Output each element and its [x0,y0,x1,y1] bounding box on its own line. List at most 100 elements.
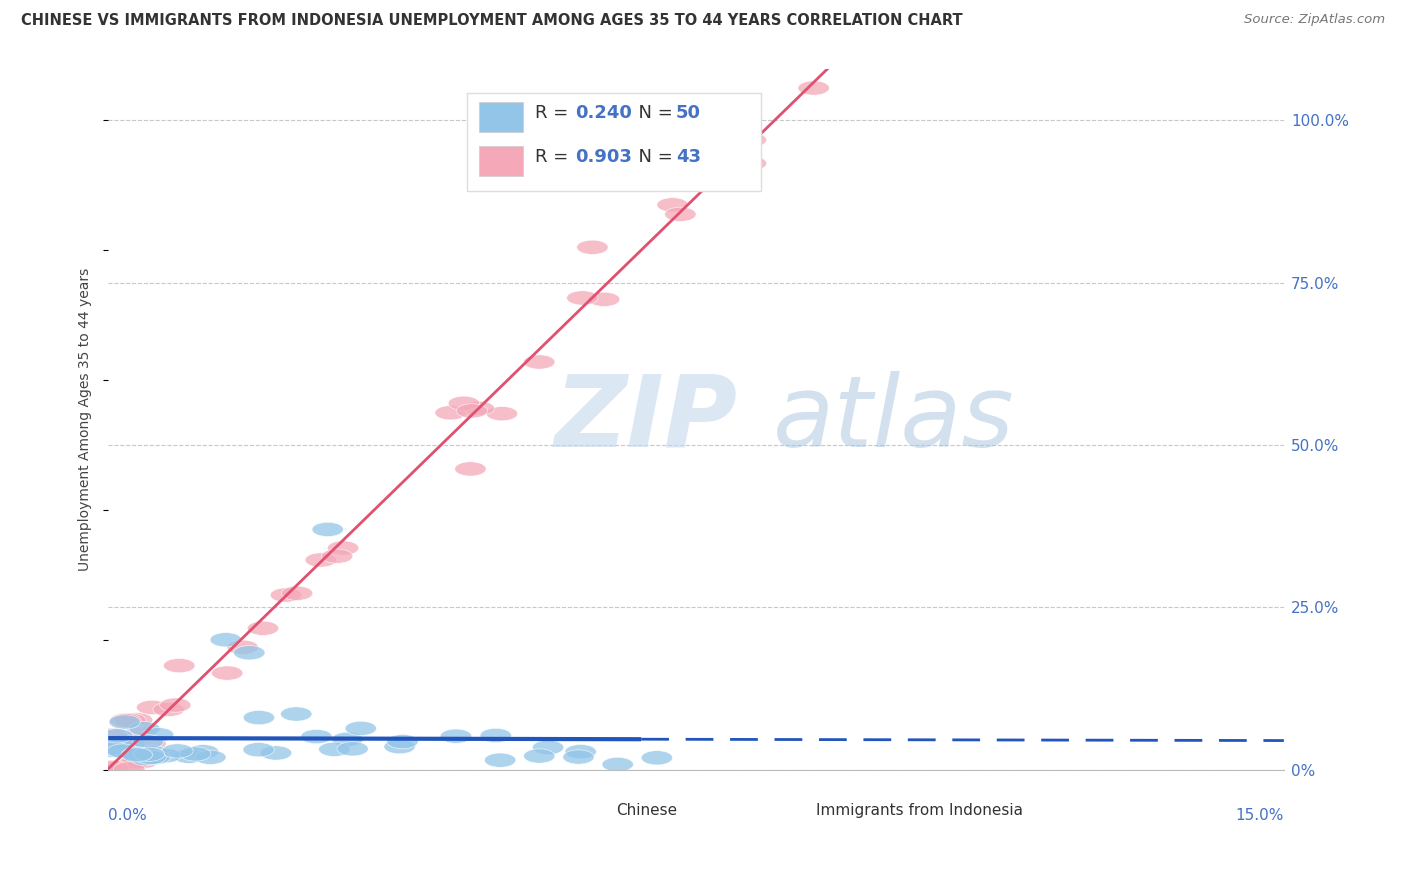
Ellipse shape [457,404,488,418]
Ellipse shape [173,749,204,764]
Ellipse shape [301,730,332,744]
Ellipse shape [127,755,157,769]
Ellipse shape [337,741,368,756]
Ellipse shape [97,728,128,742]
Text: 0.0%: 0.0% [108,808,148,823]
Ellipse shape [122,755,155,769]
Ellipse shape [134,747,165,762]
Text: N =: N = [627,148,678,166]
Ellipse shape [233,646,264,660]
Ellipse shape [665,207,696,221]
Ellipse shape [576,240,609,254]
Ellipse shape [112,743,143,757]
Ellipse shape [322,549,353,563]
Ellipse shape [98,762,129,776]
Ellipse shape [281,586,312,600]
Ellipse shape [139,750,170,764]
Text: atlas: atlas [772,370,1014,467]
Y-axis label: Unemployment Among Ages 35 to 44 years: Unemployment Among Ages 35 to 44 years [79,268,93,571]
Ellipse shape [523,749,555,764]
Ellipse shape [319,742,350,756]
Ellipse shape [150,748,181,763]
Ellipse shape [735,156,766,170]
Text: CHINESE VS IMMIGRANTS FROM INDONESIA UNEMPLOYMENT AMONG AGES 35 TO 44 YEARS CORR: CHINESE VS IMMIGRANTS FROM INDONESIA UNE… [21,13,963,29]
Ellipse shape [187,745,219,759]
FancyBboxPatch shape [478,103,523,132]
Ellipse shape [735,133,766,147]
Ellipse shape [602,757,633,772]
Ellipse shape [463,401,495,416]
Ellipse shape [135,737,166,751]
Ellipse shape [565,745,596,759]
Ellipse shape [384,739,415,754]
Ellipse shape [567,291,598,305]
FancyBboxPatch shape [467,93,761,191]
Ellipse shape [260,746,291,760]
Ellipse shape [110,714,141,729]
Ellipse shape [97,739,128,754]
Ellipse shape [387,734,418,748]
Ellipse shape [136,745,167,759]
Ellipse shape [523,355,555,369]
Ellipse shape [107,744,138,758]
Ellipse shape [454,462,486,476]
Text: Chinese: Chinese [616,803,678,818]
Ellipse shape [97,736,129,750]
Ellipse shape [108,738,139,752]
Ellipse shape [226,640,259,655]
Ellipse shape [533,740,564,755]
Ellipse shape [180,747,211,761]
Text: 15.0%: 15.0% [1236,808,1284,823]
Ellipse shape [312,523,343,537]
Ellipse shape [114,737,145,751]
Ellipse shape [122,747,153,761]
Ellipse shape [136,700,167,714]
Text: R =: R = [536,148,574,166]
Ellipse shape [121,713,153,727]
Ellipse shape [270,588,302,602]
Ellipse shape [305,553,336,567]
Ellipse shape [162,744,193,758]
Ellipse shape [142,728,174,742]
Ellipse shape [479,729,512,743]
Ellipse shape [129,722,160,736]
Ellipse shape [132,735,163,749]
Ellipse shape [657,198,688,212]
FancyBboxPatch shape [478,146,523,176]
Ellipse shape [332,732,363,747]
Ellipse shape [247,621,278,635]
Text: R =: R = [536,103,574,121]
Ellipse shape [589,293,620,307]
Ellipse shape [104,734,135,748]
FancyBboxPatch shape [561,801,607,822]
Ellipse shape [136,745,167,759]
Ellipse shape [97,743,128,757]
Ellipse shape [731,121,762,136]
Ellipse shape [160,698,191,712]
Ellipse shape [114,762,145,776]
Ellipse shape [163,658,195,673]
Text: 50: 50 [676,103,702,121]
Ellipse shape [209,632,242,647]
Ellipse shape [120,755,150,769]
Ellipse shape [434,406,467,420]
Ellipse shape [641,751,672,765]
Ellipse shape [243,710,274,724]
Ellipse shape [707,162,738,177]
Text: ZIP: ZIP [555,370,738,467]
Ellipse shape [97,760,128,774]
Ellipse shape [110,714,141,728]
Text: 0.240: 0.240 [575,103,631,121]
Text: Source: ZipAtlas.com: Source: ZipAtlas.com [1244,13,1385,27]
Ellipse shape [194,750,226,764]
Ellipse shape [485,753,516,767]
Ellipse shape [111,760,142,774]
Ellipse shape [486,407,517,421]
Ellipse shape [562,750,595,764]
Text: N =: N = [627,103,678,121]
Ellipse shape [281,706,312,721]
Ellipse shape [211,666,243,681]
Ellipse shape [121,747,152,762]
Ellipse shape [449,396,479,410]
Text: Immigrants from Indonesia: Immigrants from Indonesia [815,803,1024,818]
